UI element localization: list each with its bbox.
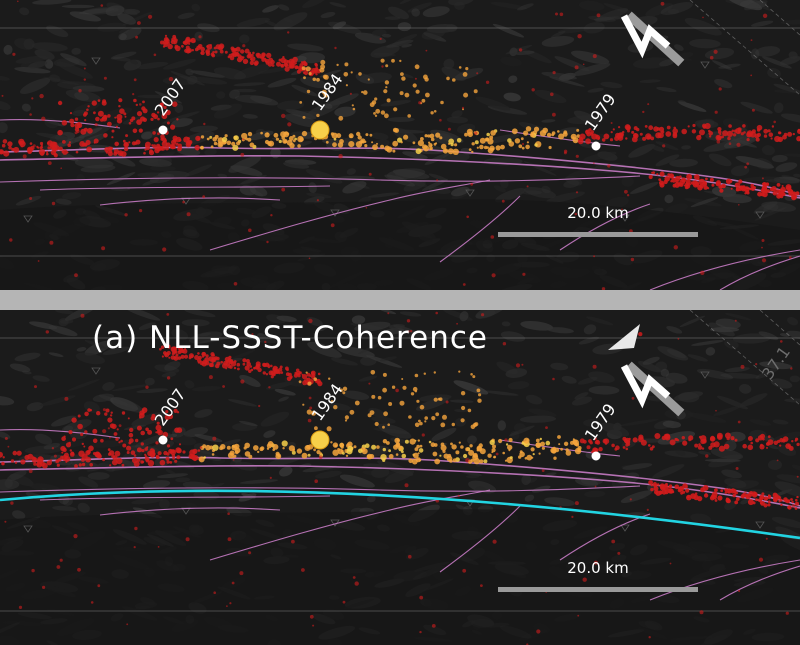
- scale-bar-label: 20.0 km: [567, 559, 628, 577]
- event-marker-2007: [158, 435, 168, 445]
- fault-trace: [439, 505, 521, 573]
- fault-trace: [0, 456, 800, 507]
- basin-shading: [0, 509, 800, 645]
- scale-bar-label: 20.0 km: [567, 204, 628, 222]
- basin-shading: [0, 199, 800, 290]
- panel-title: (a) NLL-SSST-Coherence: [92, 320, 488, 356]
- event-marker-1979: [591, 141, 601, 151]
- fault-trace: [39, 495, 331, 501]
- event-marker-1984: [310, 120, 330, 140]
- fault-trace: [559, 203, 651, 251]
- seismicity-dots: [0, 311, 800, 645]
- fault-trace: [649, 559, 800, 601]
- scale-bar: [498, 587, 698, 592]
- fault-trace: [649, 249, 800, 290]
- fault-trace: [0, 155, 800, 199]
- map-panel-top: 2007 1984 1979 20.0 km: [0, 0, 800, 290]
- fault-trace: [209, 179, 491, 251]
- fault-trace: [439, 195, 521, 263]
- fault-trace: [719, 565, 800, 601]
- fault-trace: [0, 118, 121, 129]
- map-panel-bottom: 2007 1984 1979 20.0 km (a) NLL-SSST-Coheren…: [0, 310, 800, 645]
- event-marker-2007: [158, 125, 168, 135]
- graticule: [0, 0, 800, 257]
- north-arrow-icon: [608, 324, 685, 417]
- fault-trace: [0, 485, 641, 493]
- fault-trace: [99, 507, 281, 516]
- fault-trace: [0, 175, 641, 183]
- north-arrow-icon: [620, 11, 685, 67]
- fault-trace: [99, 197, 281, 206]
- fault-trace: [0, 465, 800, 509]
- graticule: [0, 310, 800, 612]
- fault-trace: [0, 428, 121, 439]
- seismicity-dots: [0, 0, 800, 290]
- event-marker-1979: [591, 451, 601, 461]
- scale-bar: [498, 232, 698, 237]
- fault-trace: [39, 185, 331, 191]
- event-marker-1984: [310, 430, 330, 450]
- reference-curve: [0, 489, 800, 540]
- fault-trace: [719, 255, 800, 290]
- fault-trace: [499, 439, 621, 457]
